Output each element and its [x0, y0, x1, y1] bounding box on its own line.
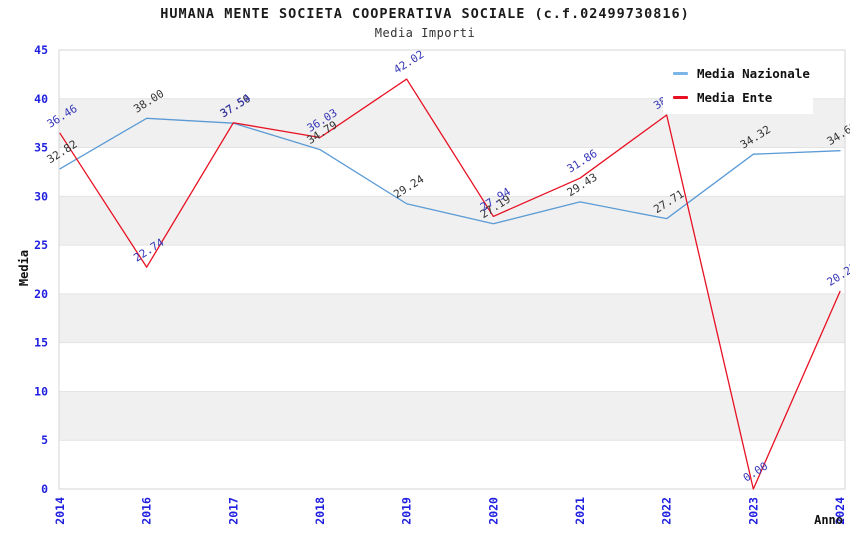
point-label: 0.00 — [741, 459, 770, 484]
point-label: 42.02 — [391, 48, 426, 77]
x-tick-label: 2016 — [140, 497, 154, 525]
x-tick-label: 2023 — [746, 497, 760, 525]
y-tick-label: 20 — [34, 287, 48, 301]
x-tick-label: 2020 — [486, 497, 500, 525]
x-tick-label: 2018 — [313, 497, 327, 525]
legend-label: Media Nazionale — [697, 66, 810, 81]
y-tick-label: 5 — [41, 433, 48, 447]
series-line-media-ente — [59, 78, 841, 490]
point-label: 31.86 — [565, 147, 600, 176]
nazionale-line-swatch-icon — [673, 72, 688, 75]
band — [59, 196, 845, 246]
y-tick-label: 35 — [34, 141, 48, 155]
plot-border — [58, 49, 846, 490]
legend-item-media-nazionale: Media Nazionale — [673, 66, 813, 81]
x-axis-title: Anno — [814, 513, 843, 527]
y-tick-label: 10 — [34, 384, 48, 398]
chart-subtitle: Media Importi — [374, 26, 476, 40]
ente-line-swatch-icon — [673, 96, 688, 99]
y-tick-label: 25 — [34, 238, 48, 252]
legend-label: Media Ente — [697, 90, 773, 105]
point-label: 29.43 — [565, 171, 600, 200]
chart-legend: Media Nazionale Media Ente — [663, 57, 813, 114]
y-tick-label: 40 — [34, 92, 48, 106]
chart-title: HUMANA MENTE SOCIETA COOPERATIVA SOCIALE… — [160, 6, 690, 22]
point-label: 20.25 — [825, 260, 850, 289]
x-tick-label: 2024 — [833, 497, 847, 525]
y-tick-label: 0 — [41, 482, 48, 496]
x-tick-label: 2019 — [400, 497, 414, 525]
x-tick-label: 2021 — [573, 497, 587, 525]
band — [59, 391, 845, 441]
y-tick-label: 15 — [34, 336, 48, 350]
x-tick-label: 2014 — [53, 497, 67, 525]
legend-item-media-ente: Media Ente — [673, 90, 813, 105]
series-line-media-nazionale — [59, 117, 841, 225]
band — [59, 293, 845, 343]
y-tick-label: 30 — [34, 189, 48, 203]
x-tick-label: 2022 — [660, 497, 674, 525]
y-axis-title: Media — [17, 250, 31, 286]
y-tick-label: 45 — [34, 43, 48, 57]
x-tick-label: 2017 — [226, 497, 240, 525]
